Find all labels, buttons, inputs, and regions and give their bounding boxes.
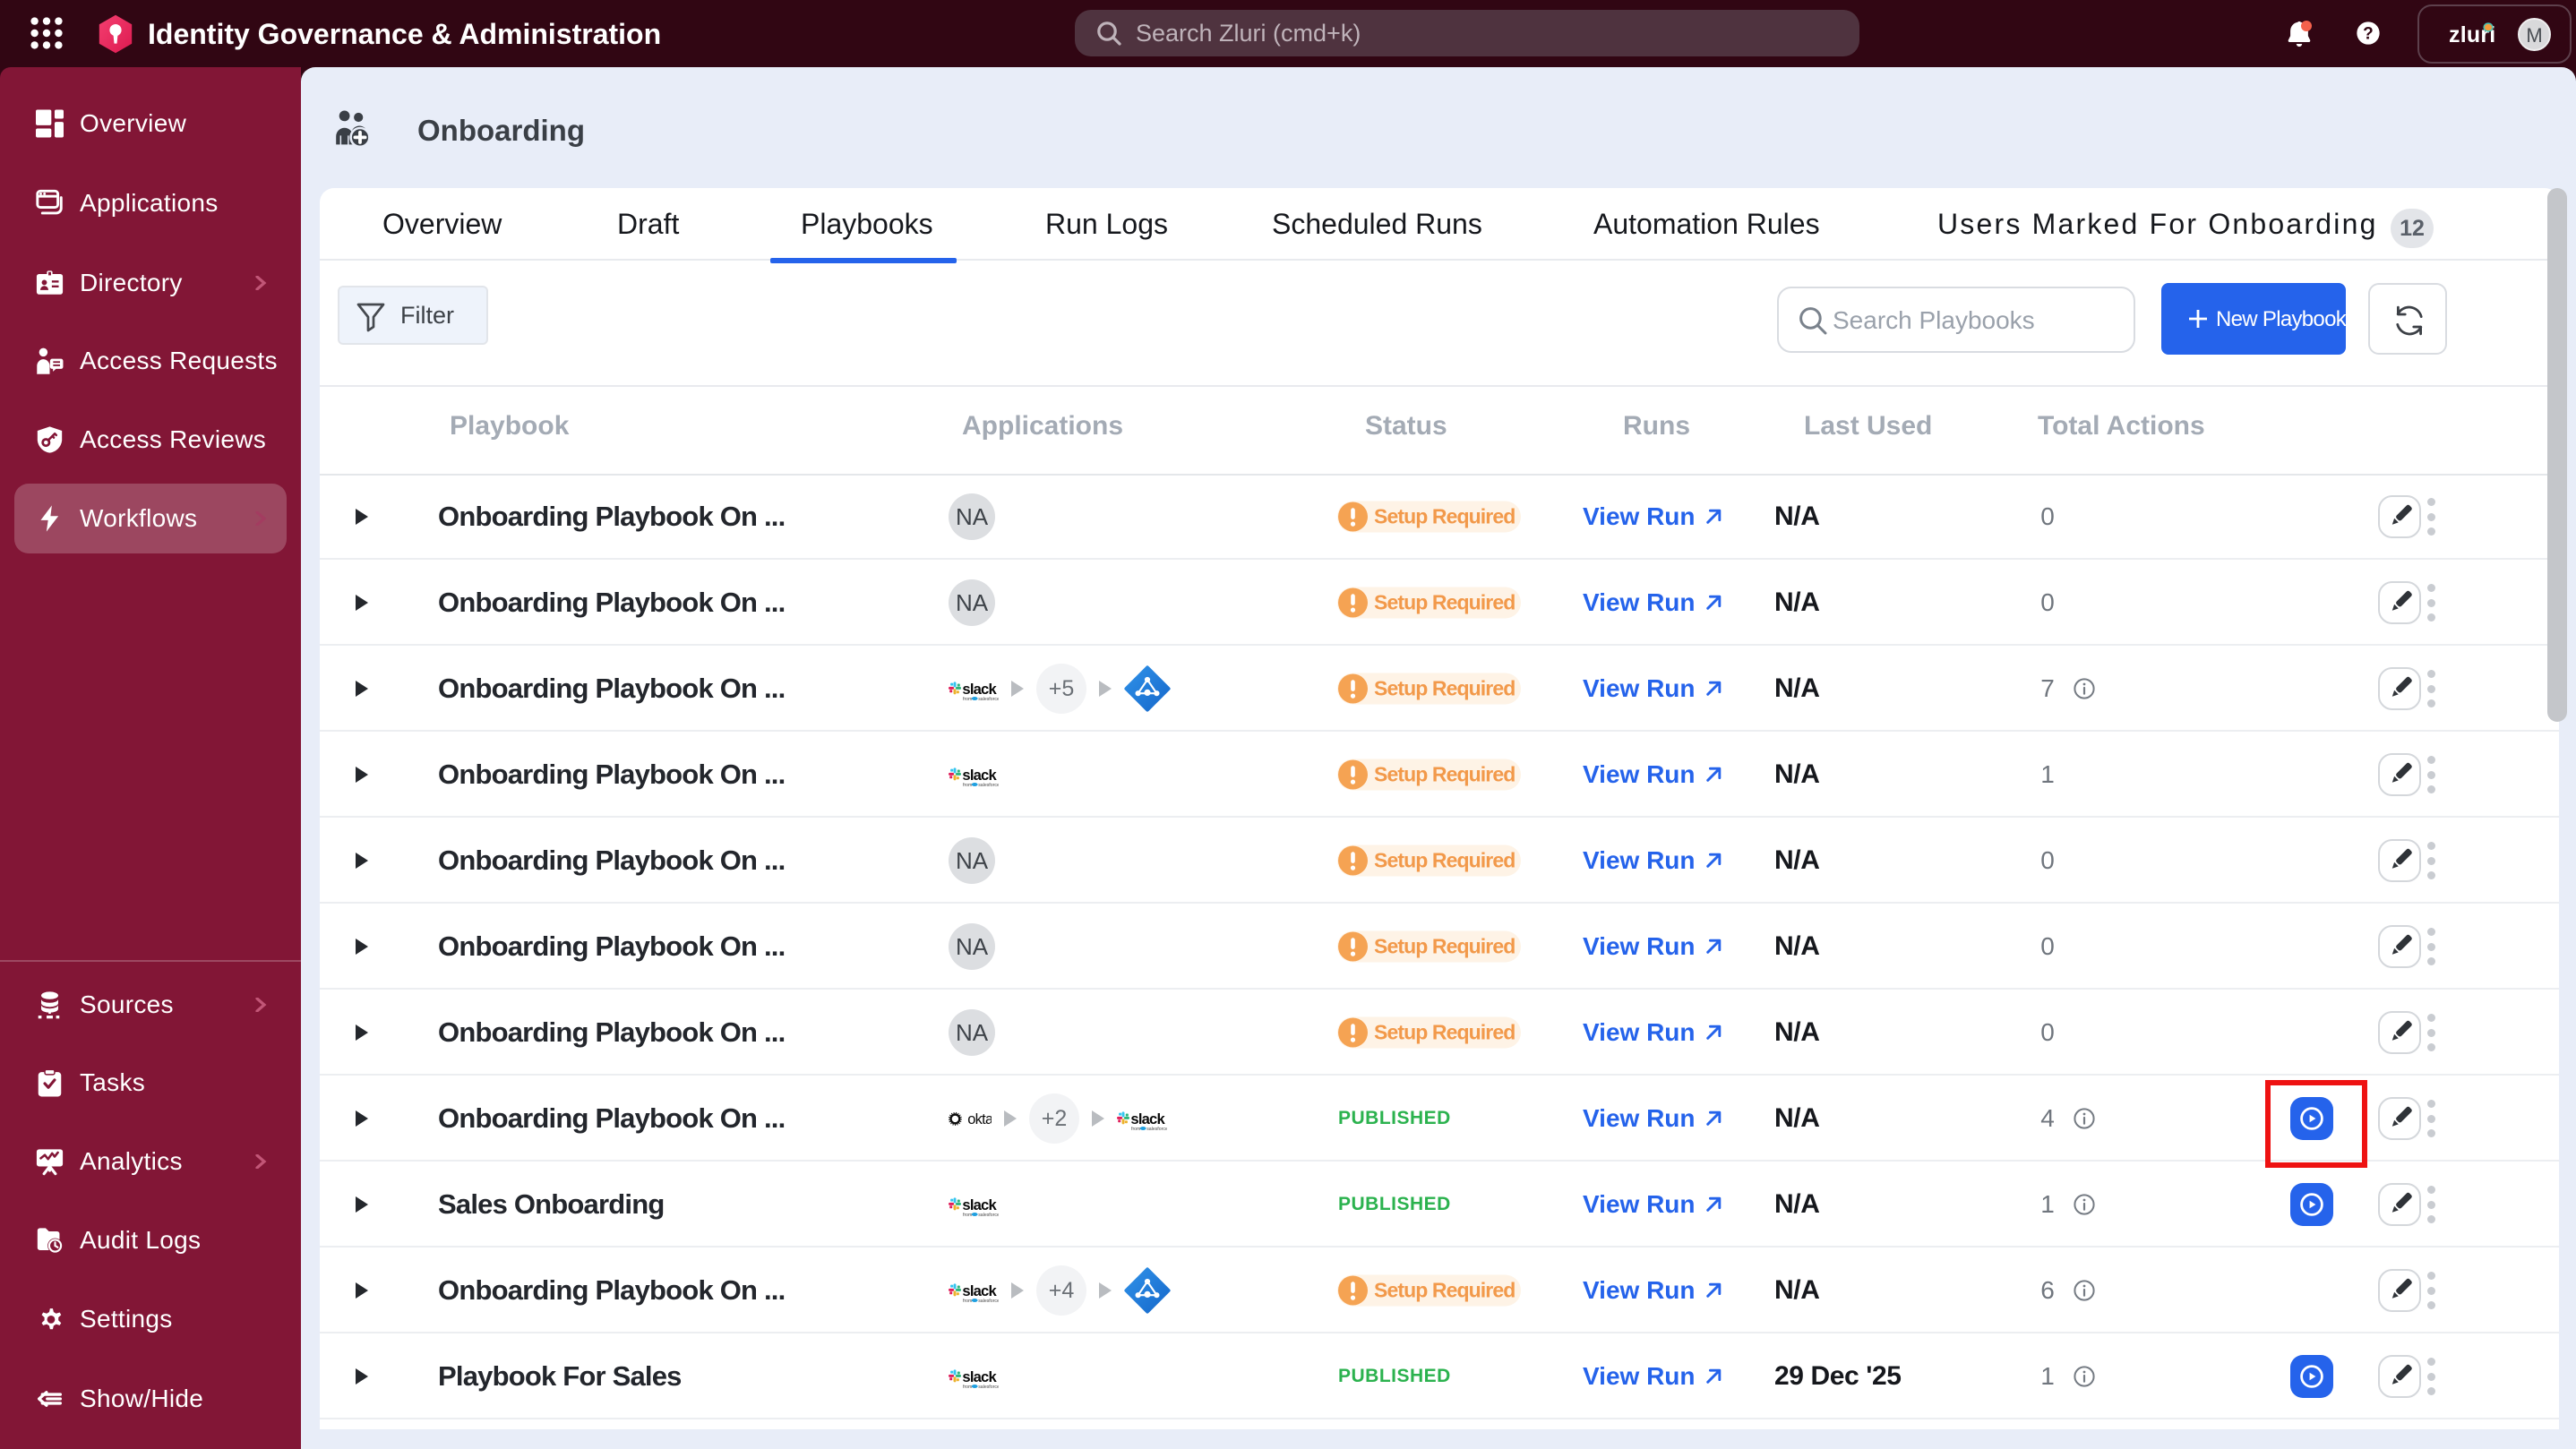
svg-text:?: ?: [2363, 24, 2374, 43]
